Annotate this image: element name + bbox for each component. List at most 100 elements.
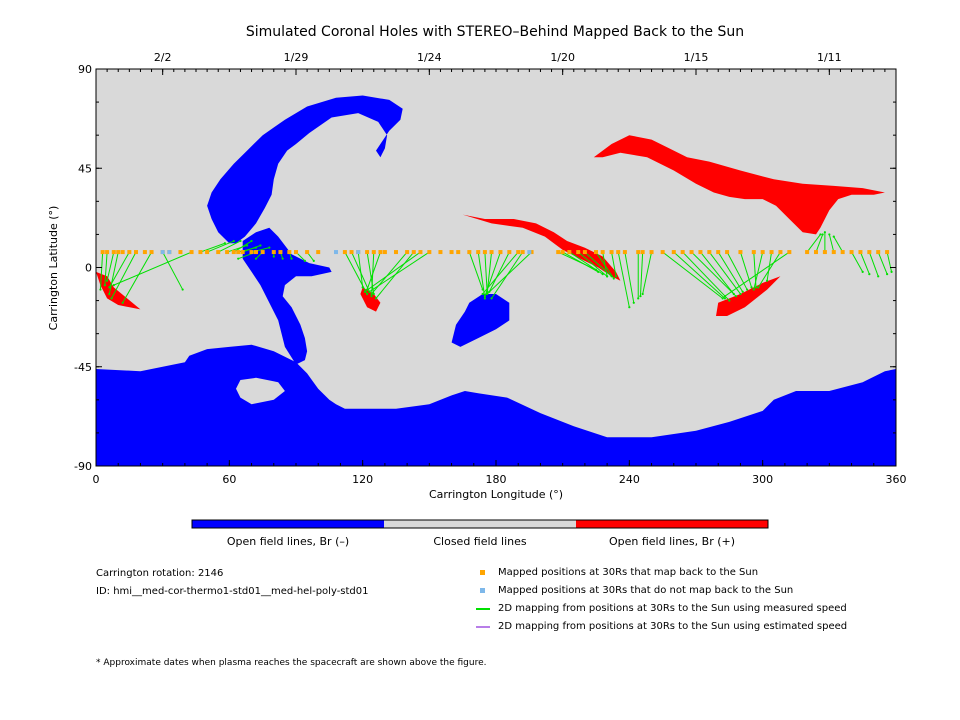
- mapping-line-8: [113, 251, 192, 286]
- region-positive-7: [462, 214, 621, 281]
- mapping-line-67: [766, 251, 773, 281]
- mapping-endpoint-76: [868, 273, 871, 276]
- marker-map-back-34: [378, 250, 383, 255]
- marker-map-back-33: [371, 250, 376, 255]
- marker-map-back-79: [787, 250, 792, 255]
- mapping-line-4: [108, 251, 130, 288]
- marker-map-back-25: [287, 250, 292, 255]
- marker-map-back-18: [236, 250, 241, 255]
- mapping-endpoint-72: [823, 231, 826, 234]
- mapping-endpoint-64: [750, 286, 753, 289]
- x-tick-label-0: 0: [93, 473, 100, 486]
- mapping-endpoint-7: [181, 288, 184, 291]
- marker-map-back-50: [516, 250, 521, 255]
- mapping-endpoint-79: [890, 270, 893, 274]
- mapping-endpoint-13: [250, 239, 253, 243]
- colorbar-label-1: Closed field lines: [433, 535, 527, 548]
- mapping-endpoint-63: [746, 288, 749, 291]
- legend-line-marker: [476, 626, 490, 628]
- y-tick-label-2: 0: [85, 262, 92, 275]
- marker-map-back-14: [205, 250, 210, 255]
- legend-label: 2D mapping from positions at 30Rs to the…: [498, 621, 848, 632]
- marker-map-back-86: [858, 250, 863, 255]
- region-negative-0: [96, 344, 896, 466]
- colorbar-label-2: Open field lines, Br (+): [609, 535, 735, 548]
- mapping-line-61: [708, 251, 741, 295]
- x-tick-label-3: 180: [486, 473, 507, 486]
- mapping-line-75: [851, 251, 864, 273]
- mapping-line-10: [206, 240, 234, 253]
- marker-map-back-73: [725, 250, 730, 255]
- mapping-endpoint-18: [254, 257, 258, 260]
- mapping-line-47: [584, 251, 612, 277]
- mapping-endpoint-1: [103, 284, 106, 287]
- colorbar-segment-1: [384, 520, 576, 528]
- region-negative-3: [242, 227, 332, 365]
- marker-map-back-60: [609, 250, 614, 255]
- marker-map-back-5: [127, 250, 132, 255]
- mapping-line-70: [806, 234, 821, 253]
- mapping-line-5: [111, 251, 137, 299]
- mapping-endpoint-40: [481, 292, 484, 296]
- marker-map-back-24: [278, 250, 283, 255]
- mapping-endpoint-71: [821, 233, 824, 236]
- plot-area: [95, 68, 897, 467]
- marker-map-back-22: [260, 250, 265, 255]
- marker-map-back-29: [342, 250, 347, 255]
- mapping-line-11: [217, 240, 241, 253]
- mapping-line-2: [106, 251, 115, 281]
- marker-map-back-39: [418, 250, 423, 255]
- model-id: ID: hmi__med-cor-thermo1-std01__med-hel-…: [96, 586, 369, 597]
- marker-map-back-88: [876, 250, 881, 255]
- mapping-endpoint-30: [370, 292, 373, 296]
- legend-line-marker: [476, 608, 490, 610]
- mapping-endpoint-21: [290, 257, 293, 260]
- mapping-line-46: [577, 251, 608, 277]
- marker-map-back-41: [438, 250, 443, 255]
- y-tick-label-4: 90: [78, 63, 92, 76]
- region-negative-4: [451, 294, 510, 347]
- legend-label: 2D mapping from positions at 30Rs to the…: [498, 603, 847, 614]
- marker-map-back-63: [636, 250, 641, 255]
- top-tick-label-3: 1/20: [550, 51, 575, 64]
- mapping-line-59: [691, 251, 737, 297]
- top-date-axis: 2/2 1/29 1/24 1/20 1/15 1/11: [95, 51, 897, 75]
- marker-map-back-27: [305, 250, 310, 255]
- mapping-endpoint-48: [612, 277, 615, 280]
- mapping-endpoint-26: [361, 286, 364, 289]
- mapping-endpoint-42: [486, 292, 489, 296]
- mapping-endpoint-61: [739, 292, 742, 296]
- marker-map-back-6: [134, 250, 138, 255]
- mapping-line-49: [602, 251, 608, 277]
- marker-map-back-57: [582, 250, 587, 255]
- marker-map-back-52: [529, 250, 534, 255]
- top-tick-label-0: 2/2: [154, 51, 172, 64]
- marker-map-back-81: [814, 250, 818, 255]
- marker-map-back-21: [254, 250, 258, 255]
- marker-map-back-59: [600, 250, 605, 255]
- marker-map-back-38: [411, 250, 416, 255]
- mapping-line-30: [371, 251, 408, 295]
- mapping-line-79: [886, 251, 893, 273]
- marker-map-back-1: [105, 250, 110, 255]
- colorbar: Open field lines, Br (–) Closed field lin…: [191, 519, 769, 548]
- mapping-line-76: [859, 251, 870, 275]
- mapping-line-62: [717, 251, 744, 293]
- mapping-line-68: [757, 251, 781, 288]
- mapping-line-3: [108, 251, 119, 295]
- mapping-line-35: [477, 251, 486, 299]
- mapping-endpoint-50: [614, 275, 618, 278]
- mapping-endpoint-12: [246, 244, 249, 247]
- y-tick-label-1: -45: [74, 361, 92, 374]
- mapping-endpoint-60: [732, 292, 735, 296]
- mapping-line-7: [162, 251, 184, 290]
- y-axis-label: Carrington Latitude (°): [47, 206, 60, 331]
- mapping-endpoint-38: [483, 295, 486, 298]
- marker-map-back-0: [100, 250, 105, 255]
- marker-map-back-36: [394, 250, 398, 255]
- marker-map-back-4: [120, 250, 125, 255]
- mapping-endpoint-51: [628, 306, 631, 309]
- x-tick-label-4: 240: [619, 473, 640, 486]
- coronal-hole-regions: [96, 95, 896, 466]
